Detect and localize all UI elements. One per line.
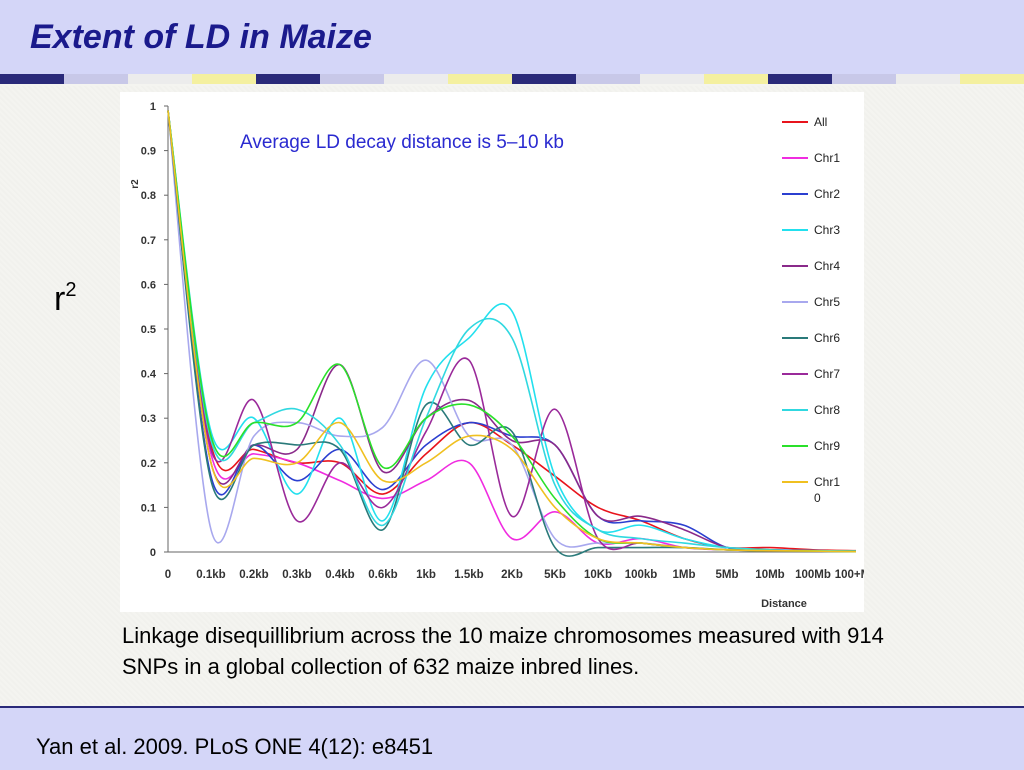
stripe-segment (960, 74, 1024, 84)
y-tick-label: 0.6 (141, 279, 156, 291)
legend-label-3: Chr3 (814, 223, 840, 237)
series-line-7 (167, 110, 857, 553)
slide-title: Extent of LD in Maize (30, 18, 372, 56)
series-line-1 (167, 110, 857, 552)
r2-label: r2 (54, 278, 77, 319)
slide-header: Extent of LD in Maize (0, 0, 1024, 74)
x-tick-label: 0.3kb (282, 569, 311, 581)
series-line-3 (167, 110, 857, 552)
x-tick-label: 0.1kb (196, 569, 225, 581)
y-tick-label: 0 (150, 547, 156, 559)
x-tick-label: 1kb (416, 569, 436, 581)
legend-label-2: Chr2 (814, 187, 840, 201)
legend-label-5: Chr5 (814, 295, 840, 309)
x-tick-label: 0.4kb (325, 569, 354, 581)
x-tick-label: 10Mb (755, 569, 784, 581)
y-tick-label: 0.7 (141, 235, 156, 247)
series-line-6 (167, 110, 857, 557)
stripe-segment (0, 74, 64, 84)
stripe-segment (448, 74, 512, 84)
legend-label-7: Chr7 (814, 367, 840, 381)
r2-label-base: r (54, 280, 66, 318)
series-line-0 (167, 110, 857, 552)
stripe-segment (64, 74, 128, 84)
stripe-segment (192, 74, 256, 84)
series-line-8 (167, 110, 857, 552)
y-tick-label: 1 (150, 101, 156, 113)
legend-label-0: All (814, 115, 827, 129)
stripe-segment (384, 74, 448, 84)
y-axis-title: r2 (130, 179, 141, 189)
y-tick-label: 0.4 (141, 369, 157, 381)
y-tick-label: 0.2 (141, 458, 156, 470)
x-tick-label: 0.6kb (368, 569, 397, 581)
x-tick-label: 2Kb (501, 569, 523, 581)
legend-label-10: Chr1 (814, 475, 840, 489)
legend-label-4: Chr4 (814, 259, 840, 273)
series-line-2 (167, 110, 857, 552)
legend-label-6: Chr6 (814, 331, 840, 345)
x-tick-label: 5Kb (544, 569, 566, 581)
legend-label-10: 0 (814, 491, 821, 505)
x-tick-label: 100Mb (795, 569, 831, 581)
x-tick-label: 10Kb (584, 569, 612, 581)
series-line-4 (167, 110, 857, 552)
stripe-segment (320, 74, 384, 84)
legend-label-9: Chr9 (814, 439, 840, 453)
x-tick-label: 100+Mb (835, 569, 864, 581)
y-tick-label: 0.8 (141, 190, 156, 202)
header-stripe (0, 74, 1024, 84)
x-tick-label: 1.5kb (454, 569, 483, 581)
x-tick-label: 1Mb (673, 569, 696, 581)
slide-footer: Yan et al. 2009. PLoS ONE 4(12): e8451 (0, 706, 1024, 770)
stripe-segment (704, 74, 768, 84)
stripe-segment (832, 74, 896, 84)
stripe-segment (128, 74, 192, 84)
stripe-segment (896, 74, 960, 84)
x-axis-title: Distance (761, 598, 807, 610)
stripe-segment (640, 74, 704, 84)
stripe-segment (512, 74, 576, 84)
series-line-10 (167, 110, 857, 553)
series-line-9 (167, 110, 857, 553)
y-tick-label: 0.1 (141, 502, 156, 514)
stripe-segment (768, 74, 832, 84)
stripe-segment (576, 74, 640, 84)
y-tick-label: 0.9 (141, 146, 156, 158)
x-tick-label: 0.2kb (239, 569, 268, 581)
legend-label-8: Chr8 (814, 403, 840, 417)
citation: Yan et al. 2009. PLoS ONE 4(12): e8451 (36, 734, 434, 759)
x-tick-label: 5Mb (716, 569, 739, 581)
figure-caption: Linkage disequillibrium across the 10 ma… (122, 623, 884, 679)
stripe-segment (256, 74, 320, 84)
series-line-5 (167, 110, 857, 553)
x-tick-label: 100kb (625, 569, 658, 581)
ld-chart: 0 0.1 0.2 0.3 0.4 0.5 0.6 0.7 0.8 0.9 1 0 0.1kb 0.2kb… (120, 92, 877, 612)
decay-annotation: Average LD decay distance is 5–10 kb (240, 132, 564, 153)
ld-chart-svg: 0 0.1 0.2 0.3 0.4 0.5 0.6 0.7 0.8 0.9 1 0 0.1kb 0.2kb… (130, 101, 877, 610)
y-tick-label: 0.5 (141, 324, 156, 336)
legend-label-1: Chr1 (814, 151, 840, 165)
r2-label-sup: 2 (65, 278, 77, 301)
x-tick-label: 0 (165, 569, 171, 581)
y-tick-label: 0.3 (141, 413, 156, 425)
